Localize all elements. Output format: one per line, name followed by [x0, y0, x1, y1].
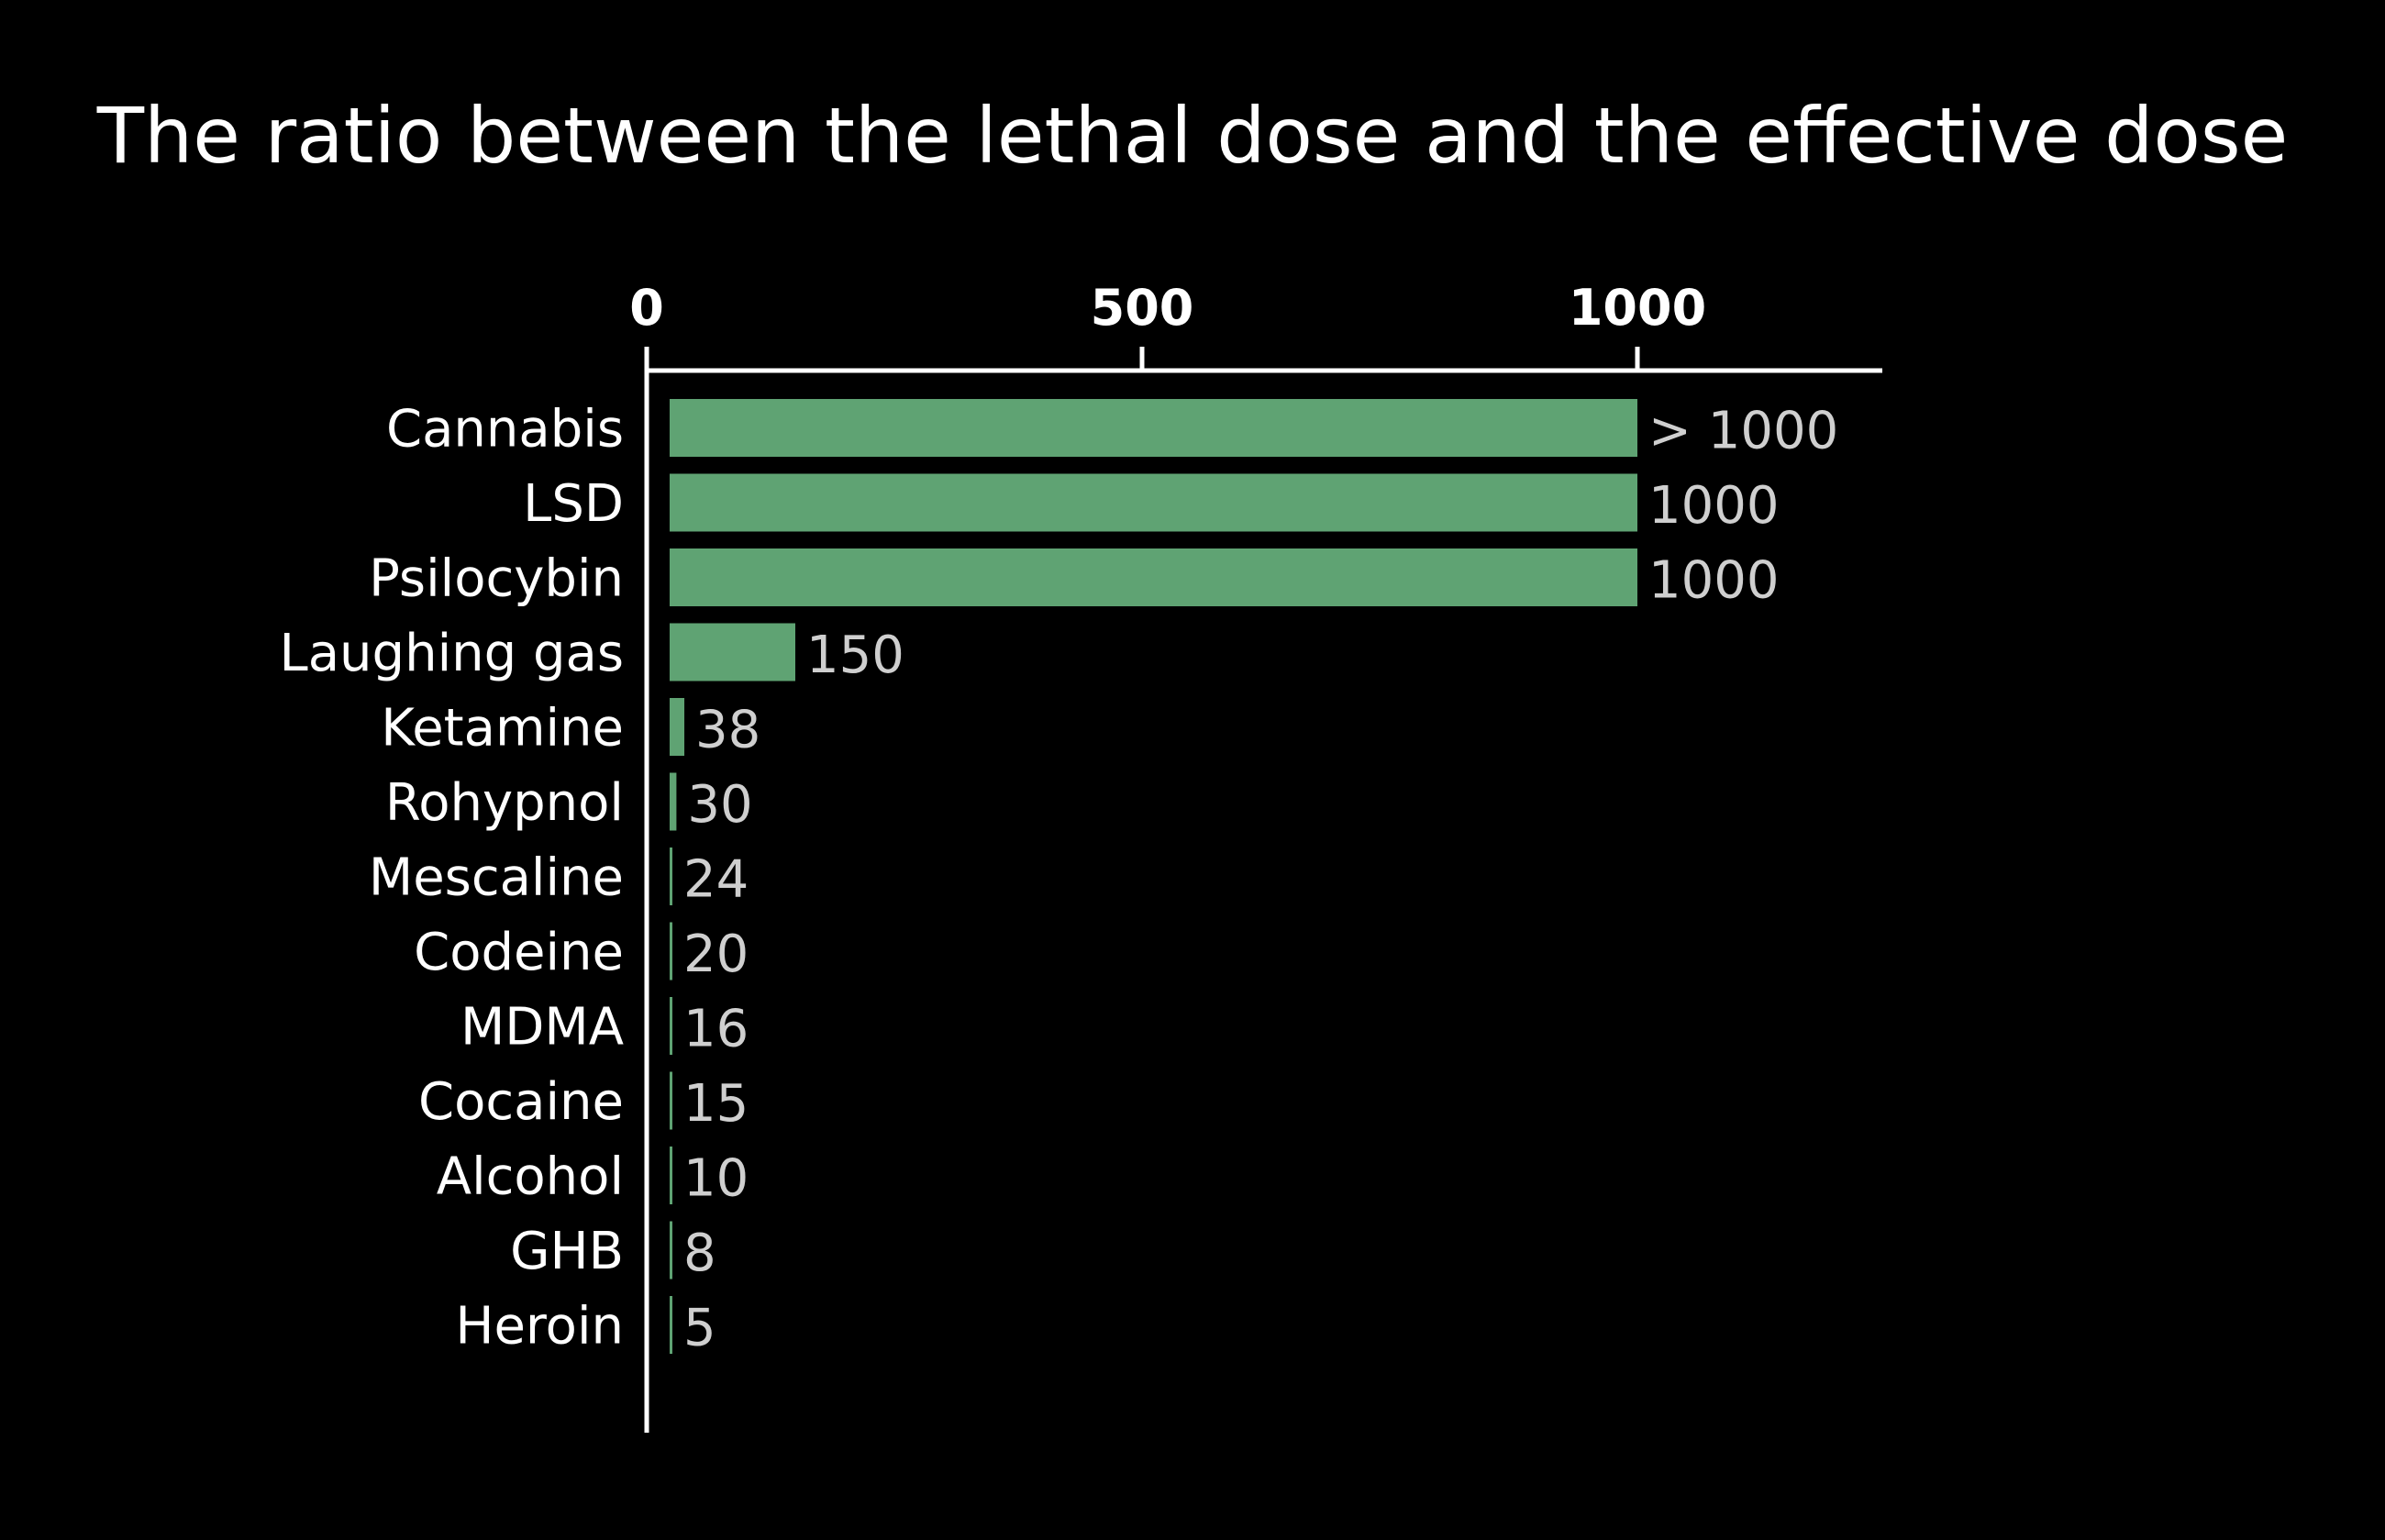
x-axis: 0 500 1000 — [629, 279, 1882, 1433]
bar — [670, 922, 672, 981]
value-label: 1000 — [1648, 551, 1780, 611]
x-tick-label: 0 — [629, 279, 664, 337]
category-label: Laughing gas — [280, 624, 624, 683]
bar — [670, 698, 685, 756]
x-tick-label: 500 — [1091, 279, 1194, 337]
value-label: 30 — [687, 775, 752, 835]
category-label: LSD — [523, 474, 624, 534]
category-label: Heroin — [455, 1297, 624, 1357]
bar — [670, 1296, 672, 1354]
bar — [670, 997, 672, 1055]
chart-title: The ratio between the lethal dose and th… — [96, 91, 2289, 181]
bar — [670, 772, 677, 831]
x-tick-label: 1000 — [1569, 279, 1706, 337]
category-label: MDMA — [460, 998, 624, 1058]
category-label: GHB — [510, 1222, 624, 1281]
category-label: Rohypnol — [385, 773, 624, 833]
value-label: 16 — [683, 1000, 749, 1059]
bar — [670, 1147, 672, 1204]
category-label: Codeine — [414, 923, 624, 982]
category-label: Psilocybin — [369, 549, 624, 609]
value-label: 24 — [683, 850, 749, 910]
category-label: Cannabis — [386, 400, 624, 460]
category-label: Mescaline — [369, 848, 624, 908]
bar — [670, 1221, 672, 1280]
bar — [670, 399, 1637, 457]
value-label: 5 — [683, 1299, 716, 1358]
bar — [670, 548, 1637, 606]
bar — [670, 1071, 672, 1130]
bar — [670, 623, 795, 681]
value-label: 150 — [806, 626, 904, 685]
value-label: 20 — [683, 925, 749, 984]
bar — [670, 473, 1637, 532]
value-label: 38 — [695, 701, 760, 760]
bars — [670, 399, 1637, 1354]
category-label: Cocaine — [418, 1072, 624, 1132]
category-label: Ketamine — [381, 699, 624, 759]
value-label: 10 — [683, 1149, 749, 1209]
value-label: 8 — [683, 1224, 716, 1283]
value-label: > 1000 — [1648, 402, 1838, 461]
bar — [670, 848, 672, 905]
value-label: 1000 — [1648, 476, 1780, 536]
category-label: Alcohol — [437, 1147, 624, 1207]
category-labels: Cannabis LSD Psilocybin Laughing gas Ketamin… — [280, 400, 624, 1357]
value-label: 15 — [683, 1074, 749, 1134]
value-labels: > 1000 1000 1000 150 38 30 24 20 16 15 10 8 5 — [683, 402, 1838, 1358]
